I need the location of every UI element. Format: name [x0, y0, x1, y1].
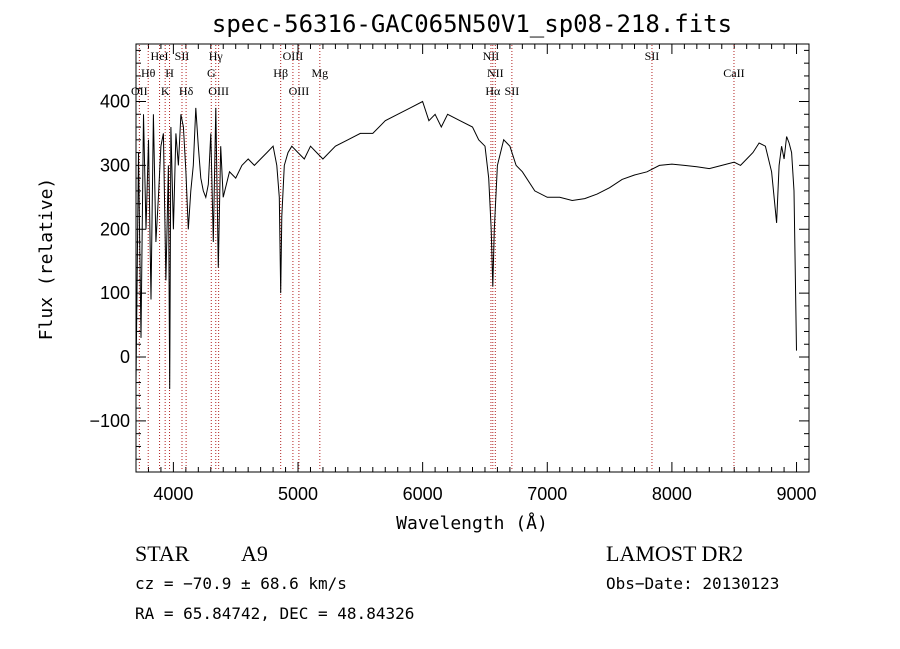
emission-line-label: OIII — [208, 84, 229, 98]
y-tick-label: −100 — [89, 411, 130, 431]
emission-line-label: NII — [483, 49, 500, 63]
object-class: STAR — [135, 541, 190, 566]
emission-line-label: OIII — [283, 49, 304, 63]
plot-frame — [135, 43, 810, 473]
x-tick-label: 5000 — [278, 484, 318, 504]
y-tick-label: 200 — [100, 219, 130, 239]
emission-line-label: Hα — [485, 84, 501, 98]
survey-name: LAMOST DR2 — [606, 541, 743, 566]
emission-line-label: SII — [505, 84, 520, 98]
emission-line-labels: OIIHθHeIKHSIIHδGHγOIIIHβOIIIOIIIMgNIIHαN… — [131, 49, 745, 98]
y-tick-label: 100 — [100, 283, 130, 303]
y-axis-label: Flux (relative) — [36, 178, 57, 341]
x-tick-label: 7000 — [527, 484, 567, 504]
object-subclass: A9 — [241, 541, 268, 566]
emission-line-label: OII — [131, 84, 148, 98]
emission-line-label: Hβ — [273, 66, 288, 80]
emission-line-label: OIII — [289, 84, 310, 98]
sky-coordinates: RA = 65.84742, DEC = 48.84326 — [135, 604, 414, 623]
emission-line-label: CaII — [723, 66, 744, 80]
x-tick-label: 6000 — [403, 484, 443, 504]
emission-line-label: Hθ — [141, 66, 156, 80]
emission-line-label: HeI — [151, 49, 169, 63]
axis-ticks: 4000 5000 6000 7000 8000 9000 −100 0 100 200 300 40… — [89, 44, 817, 504]
emission-line-label: Hδ — [179, 84, 194, 98]
observation-date: Obs−Date: 20130123 — [606, 574, 779, 593]
emission-line-label: G — [207, 66, 216, 80]
emission-line-label: SII — [645, 49, 660, 63]
spectrum-series-line — [135, 100, 797, 390]
emission-line-label: K — [161, 84, 170, 98]
redshift-velocity: cz = −70.9 ± 68.6 km/s — [135, 574, 347, 593]
emission-line-label: Hγ — [209, 49, 224, 63]
emission-line-label: SII — [175, 49, 190, 63]
emission-line-markers — [138, 45, 735, 471]
y-tick-label: 0 — [120, 347, 130, 367]
x-axis-label: Wavelength (Å) — [396, 512, 548, 534]
emission-line-label: Mg — [311, 66, 328, 80]
x-tick-label: 8000 — [652, 484, 692, 504]
x-tick-label: 4000 — [153, 484, 193, 504]
y-tick-label: 300 — [100, 155, 130, 175]
chart-title: spec-56316-GAC065N50V1_sp08-218.fits — [212, 10, 732, 38]
y-tick-label: 400 — [100, 91, 130, 111]
x-tick-label: 9000 — [777, 484, 817, 504]
emission-line-label: H — [165, 66, 174, 80]
emission-line-label: NII — [487, 66, 504, 80]
